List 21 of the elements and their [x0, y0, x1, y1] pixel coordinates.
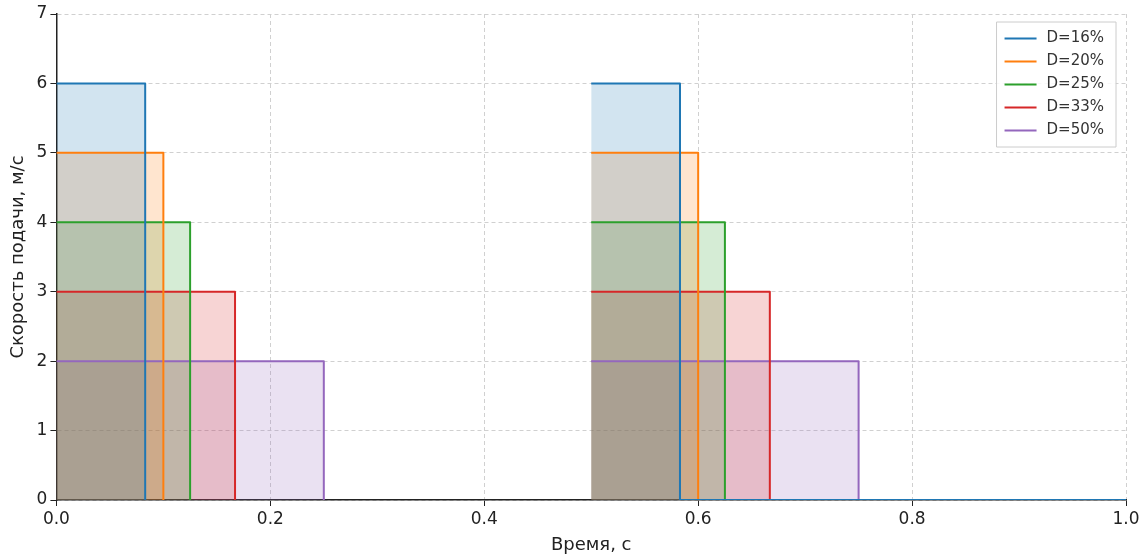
y-tick-label: 4: [36, 210, 48, 231]
legend-label: D=16%: [1046, 28, 1105, 47]
x-tick-label: 0.6: [684, 507, 712, 528]
legend-label: D=25%: [1046, 74, 1105, 93]
y-tick-label: 7: [36, 2, 48, 23]
x-tick-label: 0.2: [256, 507, 284, 528]
y-tick-label: 6: [36, 71, 48, 92]
legend-label: D=50%: [1046, 120, 1105, 139]
y-tick-label: 5: [36, 141, 48, 162]
y-tick-label: 0: [36, 488, 48, 509]
x-tick-label: 0.8: [898, 507, 926, 528]
y-tick-label: 3: [36, 280, 48, 301]
legend-label: D=33%: [1046, 97, 1105, 116]
x-axis-title: Время, с: [550, 532, 632, 554]
y-tick-label: 2: [36, 349, 48, 370]
x-tick-label: 1.0: [1112, 507, 1140, 528]
legend-label: D=20%: [1046, 51, 1105, 70]
y-axis-title: Скорость подачи, м/с: [6, 155, 28, 359]
x-tick-label: 0.4: [470, 507, 498, 528]
y-tick-label: 1: [36, 418, 48, 439]
x-tick-label: 0.0: [42, 507, 70, 528]
